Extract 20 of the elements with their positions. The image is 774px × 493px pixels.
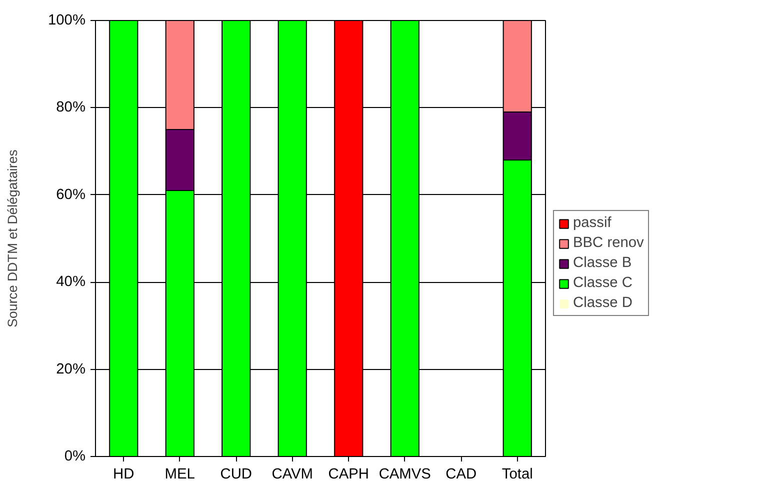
x-tick-label: CAMVS bbox=[378, 466, 432, 482]
y-tick-label: 60% bbox=[56, 186, 86, 203]
legend-label: BBC renov bbox=[573, 235, 644, 251]
y-tick-label: 40% bbox=[56, 274, 86, 290]
y-tick-label: 0% bbox=[64, 448, 86, 464]
y-axis-title: Source DDTM et Délégataires bbox=[5, 149, 20, 328]
x-tick-label: CAD bbox=[446, 466, 477, 482]
x-tick-label: HD bbox=[113, 466, 134, 482]
x-tick-label: CAPH bbox=[328, 466, 369, 482]
legend-label: Classe C bbox=[573, 275, 632, 291]
legend-label: Classe D bbox=[573, 295, 632, 311]
legend-label: Classe B bbox=[573, 255, 632, 271]
y-tick-label: 20% bbox=[56, 361, 86, 378]
x-tick-label: CUD bbox=[220, 466, 252, 482]
y-tick-label: 100% bbox=[48, 12, 86, 28]
x-tick-label: MEL bbox=[164, 466, 195, 482]
legend-label: passif bbox=[573, 215, 612, 231]
x-tick-label: Total bbox=[502, 466, 533, 482]
x-tick-label: CAVM bbox=[272, 466, 314, 482]
y-tick-label: 80% bbox=[56, 100, 86, 116]
